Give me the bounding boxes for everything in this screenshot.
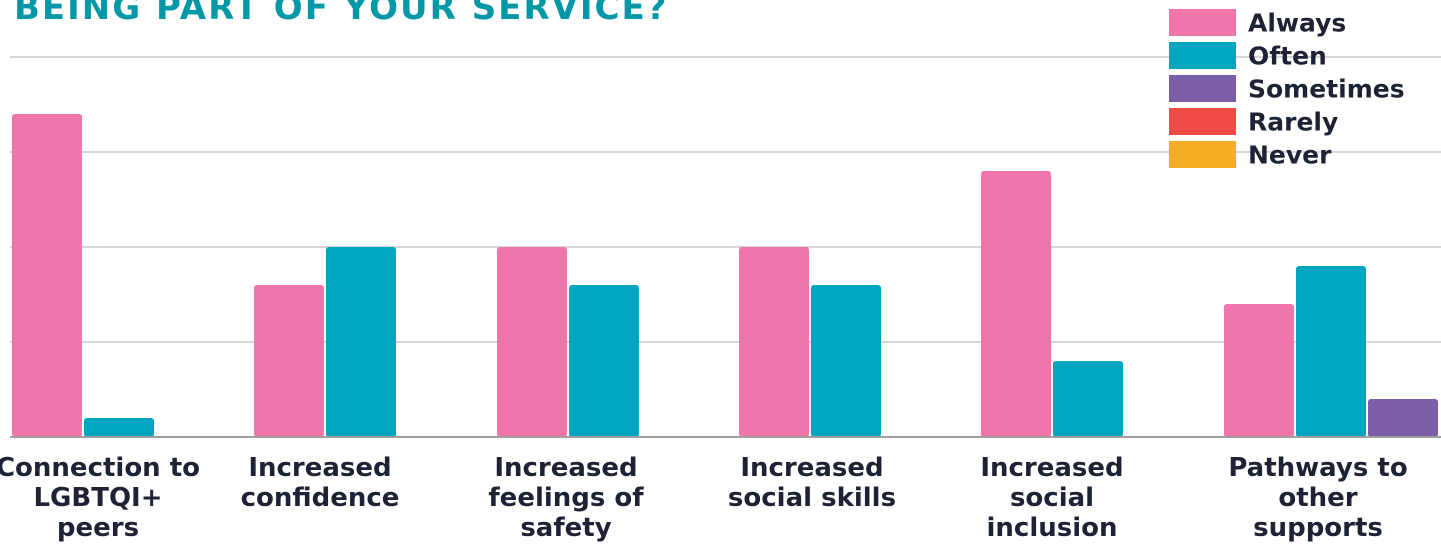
bars xyxy=(12,114,1438,437)
legend-label-always: Always xyxy=(1248,9,1346,38)
bar-increased-social-skills-always xyxy=(739,247,809,437)
bar-increased-confidence-often xyxy=(326,247,396,437)
category-label-connection-to-lgbtqi-peers: Connection to LGBTQI+ peers xyxy=(0,453,200,543)
legend: Always Often Sometimes Rarely Never xyxy=(1169,9,1405,170)
bar-pathways-to-other-supports-sometimes xyxy=(1368,399,1438,437)
bar-increased-social-inclusion-always xyxy=(981,171,1051,437)
category-label-increased-social-skills: Increased social skills xyxy=(728,453,896,513)
bar-increased-social-skills-often xyxy=(811,285,881,437)
bar-pathways-to-other-supports-often xyxy=(1296,266,1366,437)
legend-swatch-sometimes xyxy=(1169,75,1236,102)
category-labels: Connection to LGBTQI+ peers Increased confid… xyxy=(0,453,1408,543)
bar-connection-to-lgbtqi-peers-often xyxy=(84,418,154,437)
legend-swatch-never xyxy=(1169,141,1236,168)
bar-increased-feelings-of-safety-always xyxy=(497,247,567,437)
legend-label-often: Often xyxy=(1248,42,1327,71)
category-label-pathways-to-other-supports: Pathways to other supports xyxy=(1228,453,1407,543)
chart-title: BEING PART OF YOUR SERVICE? xyxy=(14,0,668,28)
legend-label-never: Never xyxy=(1248,141,1332,170)
category-label-increased-social-inclusion: Increased social inclusion xyxy=(980,453,1123,543)
category-label-increased-confidence: Increased confidence xyxy=(241,453,400,513)
legend-swatch-rarely xyxy=(1169,108,1236,135)
legend-label-rarely: Rarely xyxy=(1248,108,1338,137)
bar-increased-confidence-always xyxy=(254,285,324,437)
legend-swatch-always xyxy=(1169,9,1236,36)
bar-pathways-to-other-supports-always xyxy=(1224,304,1294,437)
bar-increased-feelings-of-safety-often xyxy=(569,285,639,437)
bar-increased-social-inclusion-often xyxy=(1053,361,1123,437)
category-label-increased-feelings-of-safety: Increased feelings of safety xyxy=(488,453,644,543)
bar-connection-to-lgbtqi-peers-always xyxy=(12,114,82,437)
legend-swatch-often xyxy=(1169,42,1236,69)
legend-label-sometimes: Sometimes xyxy=(1248,75,1405,104)
